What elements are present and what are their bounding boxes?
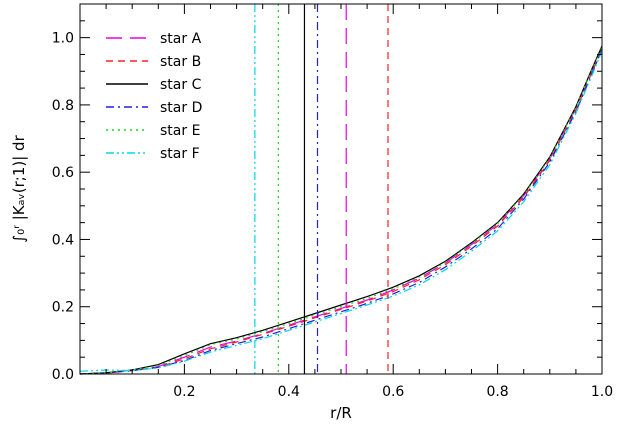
y-axis-label: ∫₀ʳ |Kₐᵥ(r;1)| dr	[10, 134, 28, 242]
marker-lines	[254, 4, 389, 374]
legend-label: star A	[160, 31, 202, 47]
legend-label: star C	[160, 77, 202, 93]
series-layer	[79, 45, 603, 375]
y-tick-label: 1.0	[52, 31, 74, 47]
legend-label: star B	[160, 54, 201, 70]
legend-label: star D	[160, 100, 202, 116]
y-tick-label: 0.2	[52, 300, 74, 316]
x-axis-label: r/R	[330, 404, 352, 422]
y-tick-label: 0.8	[52, 98, 74, 114]
y-tick-label: 0.0	[52, 367, 74, 383]
legend-label: star E	[160, 123, 200, 139]
series-line-star-e	[79, 46, 603, 375]
series-line-star-c	[79, 45, 603, 375]
x-tick-label: 0.8	[486, 384, 508, 400]
x-tick-label: 0.4	[278, 384, 300, 400]
series-line-star-f	[79, 50, 603, 372]
y-tick-label: 0.4	[52, 232, 74, 248]
series-line-star-d	[79, 49, 603, 375]
x-tick-label: 0.6	[382, 384, 404, 400]
y-tick-label: 0.6	[52, 165, 74, 181]
x-tick-label: 0.2	[173, 384, 195, 400]
axis-ticks: 0.2 0.4 0.6 0.8 1.0 0.0 0.2 0.4 0.6 0.8 1.0	[52, 4, 613, 400]
x-tick-label: 1.0	[591, 384, 613, 400]
legend-label: star F	[160, 146, 200, 162]
series-line-star-b	[79, 49, 603, 375]
plot-frame	[79, 3, 603, 375]
legend: star A star B star C star D star E star F	[106, 31, 202, 162]
series-line-star-a	[79, 47, 603, 375]
